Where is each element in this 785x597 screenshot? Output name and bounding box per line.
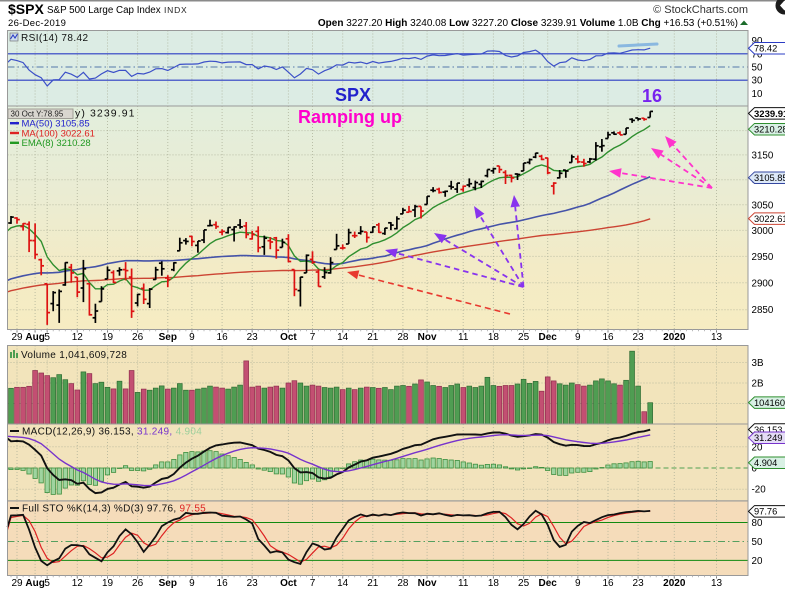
svg-text:26: 26	[132, 578, 144, 589]
svg-text:21: 21	[367, 578, 379, 589]
svg-text:20: 20	[752, 442, 763, 453]
svg-text:25: 25	[518, 578, 530, 589]
svg-text:3210.28: 3210.28	[754, 125, 785, 135]
svg-text:3050: 3050	[752, 200, 774, 211]
svg-text:13: 13	[711, 332, 723, 343]
svg-text:S&P 500 Large Cap Index: S&P 500 Large Cap Index	[47, 5, 161, 16]
svg-text:11: 11	[458, 578, 469, 589]
svg-text:3105.85: 3105.85	[754, 173, 785, 183]
svg-text:Oct: Oct	[280, 578, 297, 589]
svg-text:3022.61: 3022.61	[754, 214, 785, 224]
svg-text:36.153: 36.153	[754, 425, 782, 435]
svg-text:16: 16	[217, 578, 229, 589]
svg-text:3000: 3000	[752, 226, 774, 237]
svg-text:$SPX: $SPX	[8, 1, 44, 17]
svg-text:MA(100) 3022.61: MA(100) 3022.61	[22, 128, 95, 139]
svg-text:Aug: Aug	[25, 332, 44, 343]
svg-text:30 Oct Y:78.95: 30 Oct Y:78.95	[11, 110, 64, 119]
svg-text:9: 9	[189, 332, 195, 343]
svg-text:1041609: 1041609	[754, 398, 785, 408]
svg-text:18: 18	[488, 332, 500, 343]
svg-text:31.249: 31.249	[754, 433, 782, 443]
svg-text:3B: 3B	[752, 358, 764, 369]
svg-text:23: 23	[633, 332, 645, 343]
svg-text:19: 19	[102, 578, 114, 589]
svg-text:2950: 2950	[752, 252, 774, 263]
svg-text:29: 29	[11, 578, 23, 589]
svg-text:16: 16	[217, 332, 229, 343]
svg-text:4.904: 4.904	[754, 458, 777, 468]
svg-text:7: 7	[310, 332, 316, 343]
svg-text:23: 23	[247, 578, 259, 589]
svg-text:2850: 2850	[752, 305, 774, 316]
svg-text:29: 29	[11, 332, 23, 343]
svg-text:11: 11	[458, 332, 469, 343]
svg-text:Volume 1,041,609,728: Volume 1,041,609,728	[21, 350, 127, 361]
svg-text:12: 12	[72, 332, 84, 343]
svg-text:2B: 2B	[752, 379, 764, 390]
svg-text:Nov: Nov	[418, 332, 437, 343]
svg-text:© StockCharts.com: © StockCharts.com	[653, 4, 748, 16]
svg-text:Full STO %K(14,3) %D(3) 97.76,: Full STO %K(14,3) %D(3) 97.76, 97.55	[22, 504, 206, 515]
svg-text:14: 14	[337, 578, 349, 589]
svg-text:INDX: INDX	[164, 5, 188, 15]
svg-text:16: 16	[602, 332, 614, 343]
svg-text:SPX: SPX	[335, 85, 371, 105]
svg-text:16: 16	[602, 578, 614, 589]
svg-text:10: 10	[752, 89, 763, 100]
svg-text:12: 12	[72, 578, 84, 589]
svg-text:14: 14	[337, 332, 349, 343]
svg-text:23: 23	[247, 332, 259, 343]
svg-text:50: 50	[752, 537, 763, 548]
svg-text:Dec: Dec	[539, 578, 558, 589]
svg-text:9: 9	[575, 578, 581, 589]
svg-text:2020: 2020	[663, 332, 686, 343]
svg-text:RSI(14) 78.42: RSI(14) 78.42	[21, 33, 88, 44]
svg-text:70: 70	[752, 49, 763, 60]
svg-text:80: 80	[752, 518, 763, 529]
svg-text:Oct: Oct	[280, 332, 297, 343]
svg-text:5: 5	[44, 332, 50, 343]
svg-text:26-Dec-2019: 26-Dec-2019	[8, 18, 66, 29]
svg-text:16: 16	[642, 86, 662, 106]
svg-text:3239.91: 3239.91	[754, 109, 785, 120]
svg-text:23: 23	[633, 578, 645, 589]
svg-text:9: 9	[189, 578, 195, 589]
svg-text:9: 9	[575, 332, 581, 343]
svg-text:Nov: Nov	[418, 578, 437, 589]
svg-text:25: 25	[518, 332, 530, 343]
svg-text:2900: 2900	[752, 278, 774, 289]
svg-text:EMA(8) 3210.28: EMA(8) 3210.28	[22, 138, 91, 149]
svg-text:20: 20	[752, 556, 763, 567]
svg-text:-20: -20	[752, 485, 767, 496]
svg-text:3150: 3150	[752, 150, 774, 161]
svg-text:MA(50) 3105.85: MA(50) 3105.85	[22, 119, 90, 130]
svg-text:97.76: 97.76	[754, 507, 777, 517]
svg-text:13: 13	[711, 578, 723, 589]
svg-text:30: 30	[752, 76, 763, 87]
svg-text:Aug: Aug	[25, 578, 44, 589]
svg-text:Sep: Sep	[159, 332, 177, 343]
svg-text:MACD(12,26,9) 36.153, 31.249,: MACD(12,26,9) 36.153, 31.249, 4.904	[22, 427, 202, 438]
svg-text:Dec: Dec	[539, 332, 558, 343]
svg-text:50: 50	[752, 63, 763, 74]
svg-text:26: 26	[132, 332, 144, 343]
svg-text:y) 3239.91: y) 3239.91	[75, 108, 136, 120]
svg-text:5: 5	[44, 578, 50, 589]
svg-text:78.42: 78.42	[754, 44, 777, 54]
svg-text:7: 7	[310, 578, 316, 589]
svg-text:19: 19	[102, 332, 114, 343]
svg-text:Sep: Sep	[159, 578, 177, 589]
svg-text:90: 90	[752, 36, 763, 47]
svg-text:21: 21	[367, 332, 379, 343]
svg-text:28: 28	[397, 332, 409, 343]
svg-text:Ramping up: Ramping up	[298, 107, 402, 127]
svg-text:Open 3227.20 High 3240.08 Low: Open 3227.20 High 3240.08 Low 3227.20 Cl…	[318, 18, 738, 29]
svg-text:18: 18	[488, 578, 500, 589]
svg-text:2020: 2020	[663, 578, 686, 589]
svg-text:28: 28	[397, 578, 409, 589]
